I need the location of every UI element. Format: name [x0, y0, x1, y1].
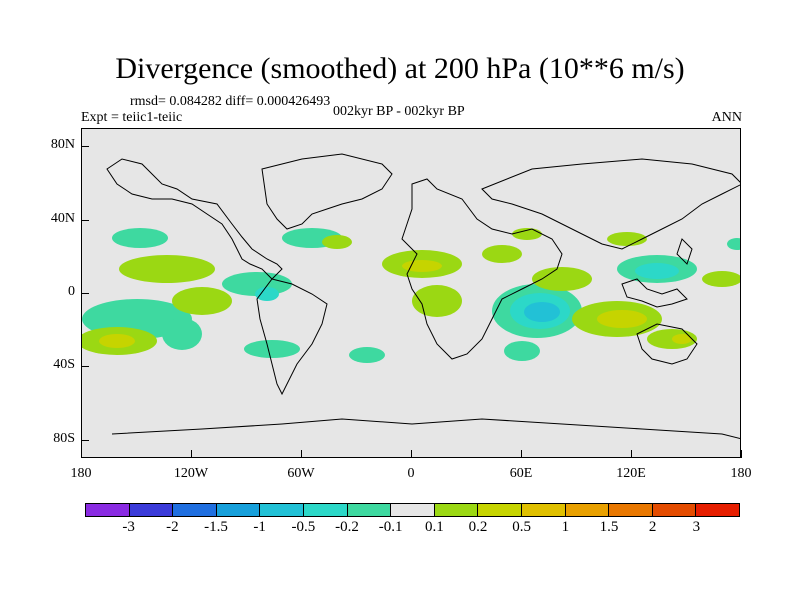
- colorbar-swatch: [216, 504, 261, 516]
- colorbar-swatch: [521, 504, 566, 516]
- colorbar-swatch: [260, 504, 304, 516]
- colorbar-swatch: [434, 504, 479, 516]
- colorbar-swatch: [696, 504, 739, 516]
- colorbar-swatch: [173, 504, 217, 516]
- field-blob: [119, 255, 215, 283]
- field-blob: [512, 228, 542, 240]
- colorbar-label: -0.2: [335, 519, 359, 535]
- field-blob: [727, 238, 740, 250]
- lat-tick-label: 40S: [53, 357, 75, 373]
- experiment-text: Expt = teiic1-teiic: [81, 110, 183, 125]
- lon-tick-mark: [521, 450, 522, 458]
- colorbar-label: -0.5: [291, 519, 316, 535]
- colorbar-label: 3: [692, 519, 701, 535]
- lat-tick-label: 0: [68, 284, 75, 299]
- colorbar-label: 1: [561, 519, 570, 535]
- colorbar-label: -0.1: [378, 519, 403, 535]
- map-frame: [81, 128, 741, 458]
- lon-tick-label: 60E: [509, 466, 533, 481]
- colorbar-label: 0.1: [424, 519, 444, 535]
- colorbar-swatch: [609, 504, 653, 516]
- lon-tick-mark: [741, 450, 742, 458]
- lat-tick-mark: [81, 439, 89, 441]
- lat-tick-mark: [81, 293, 89, 294]
- lon-tick-mark: [301, 450, 302, 458]
- lat-tick-label: 80N: [50, 137, 75, 153]
- period-text: 002kyr BP - 002kyr BP: [333, 104, 465, 119]
- field-blob: [635, 263, 679, 279]
- colorbar-swatch: [478, 504, 522, 516]
- lon-tick-label: 180: [730, 466, 752, 481]
- field-blob: [412, 285, 462, 317]
- lon-tick-label: 120W: [173, 466, 209, 481]
- field-blob: [172, 287, 232, 315]
- field-blob: [112, 228, 168, 248]
- field-blob: [482, 245, 522, 263]
- lon-tick-mark: [631, 450, 632, 458]
- colorbar-label: 2: [648, 519, 657, 535]
- divergence-field: [82, 228, 740, 363]
- colorbar-swatch: [391, 504, 435, 516]
- lon-tick-label: 180: [70, 466, 92, 481]
- chart-title: Divergence (smoothed) at 200 hPa (10**6 …: [115, 52, 685, 85]
- rmsd-text: rmsd= 0.084282 diff= 0.000426493: [130, 94, 331, 109]
- colorbar-label: 0.2: [468, 519, 488, 535]
- lat-tick-label: 40N: [50, 210, 75, 226]
- field-blob: [255, 287, 279, 301]
- lat-tick-mark: [81, 366, 89, 368]
- lon-tick-label: 120E: [616, 466, 646, 481]
- field-blob: [244, 340, 300, 358]
- field-blob: [524, 302, 560, 322]
- field-blob: [702, 271, 740, 287]
- colorbar-label: 0.5: [512, 519, 532, 535]
- field-blob: [322, 235, 352, 249]
- field-blob: [532, 267, 592, 291]
- lon-tick-mark: [81, 450, 82, 458]
- colorbar-swatch: [347, 504, 392, 516]
- lat-tick-mark: [81, 219, 89, 221]
- lat-tick-mark: [81, 146, 89, 148]
- colorbar-label: -3: [122, 519, 135, 535]
- season-text: ANN: [711, 110, 742, 125]
- colorbar-swatch: [303, 504, 348, 516]
- colorbar-swatch: [565, 504, 610, 516]
- colorbar-label: -1.5: [204, 519, 228, 535]
- lat-tick-label: 80S: [53, 430, 75, 446]
- lon-tick-label: 0: [407, 466, 415, 481]
- colorbar-label: 1.5: [599, 519, 619, 535]
- field-blob: [402, 260, 442, 272]
- colorbar-swatch: [652, 504, 697, 516]
- coastlines: [106, 153, 740, 440]
- field-blob: [504, 341, 540, 361]
- colorbar-label: -2: [166, 519, 179, 535]
- lon-tick-mark: [191, 450, 192, 458]
- field-blob: [672, 334, 692, 344]
- colorbar-label: -1: [253, 519, 266, 535]
- field-blob: [597, 310, 647, 328]
- lon-tick-mark: [411, 450, 412, 458]
- field-blob: [607, 232, 647, 246]
- field-blob: [162, 318, 202, 350]
- field-blob: [349, 347, 385, 363]
- field-blob: [99, 334, 135, 348]
- colorbar-swatch: [129, 504, 174, 516]
- colorbar-swatch: [86, 504, 130, 516]
- map-plot: [82, 153, 740, 440]
- lon-tick-label: 60W: [287, 466, 315, 481]
- colorbar: [85, 503, 740, 517]
